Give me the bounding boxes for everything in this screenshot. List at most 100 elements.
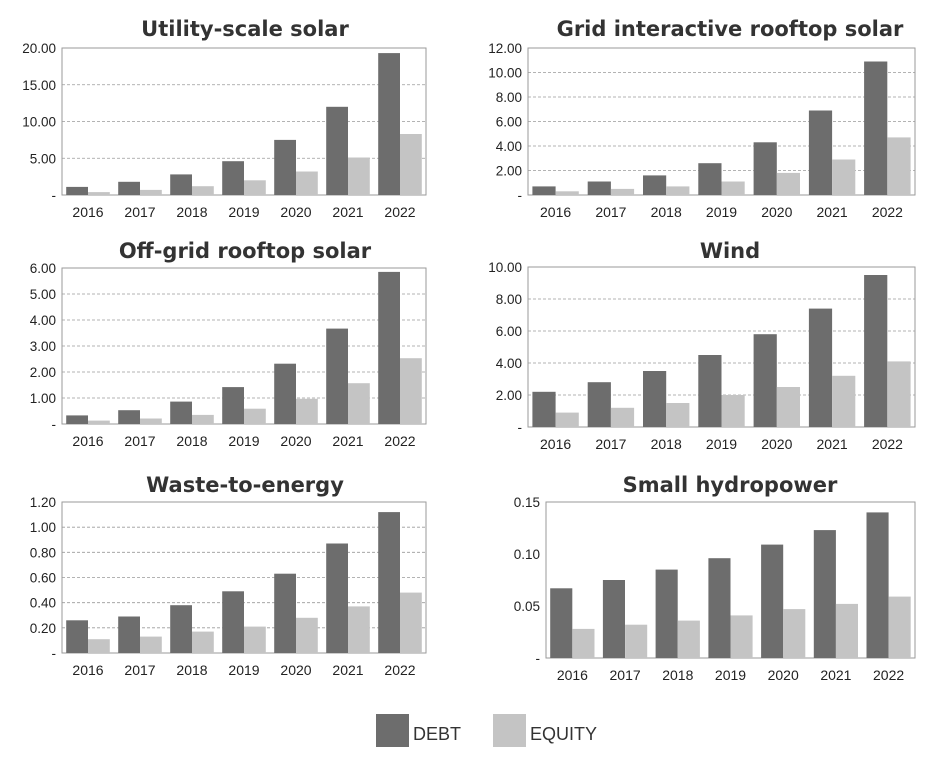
chart-title: Small hydropower — [623, 473, 838, 497]
y-tick-label: 10.00 — [488, 66, 522, 81]
bar-equity-2016 — [555, 412, 579, 427]
y-tick-label: 0.80 — [30, 545, 56, 560]
y-tick-label: 4.00 — [496, 139, 522, 154]
x-tick-label: 2019 — [715, 667, 746, 683]
bar-debt-2021 — [808, 308, 833, 427]
chart-title: Utility-scale solar — [141, 17, 349, 41]
x-tick-label: 2022 — [384, 433, 415, 449]
y-tick-label: 6.00 — [496, 324, 522, 339]
bar-equity-2016 — [88, 420, 110, 424]
bar-equity-2016 — [88, 192, 110, 195]
x-tick-label: 2016 — [72, 662, 103, 678]
legend: DEBT EQUITY — [376, 714, 597, 747]
bar-equity-2017 — [140, 636, 162, 653]
bar-debt-2022 — [378, 271, 400, 424]
bar-equity-2022 — [887, 137, 911, 195]
x-tick-label: 2021 — [332, 662, 363, 678]
bar-debt-2022 — [378, 53, 400, 195]
bar-equity-2019 — [721, 395, 745, 427]
bar-debt-2017 — [118, 181, 140, 195]
bar-equity-2022 — [887, 361, 911, 427]
chart-panel-6: Small hydropower - 0.05 0.10 0.15 2016 2017 201… — [514, 473, 916, 683]
x-tick-label: 2022 — [384, 204, 415, 220]
bar-equity-2022 — [400, 358, 422, 424]
x-tick-label: 2017 — [124, 433, 155, 449]
x-tick-label: 2021 — [332, 433, 363, 449]
chart-panels: Utility-scale solar - 5.00 10.00 15.00 20.00 2… — [22, 17, 916, 683]
bar-debt-2019 — [222, 591, 244, 653]
y-tick-label: - — [52, 188, 57, 203]
chart-title: Wind — [700, 239, 760, 263]
chart-panel-1: Utility-scale solar - 5.00 10.00 15.00 20.00 2… — [22, 17, 427, 220]
bar-equity-2018 — [192, 186, 214, 195]
bar-equity-2017 — [610, 188, 635, 195]
bar-equity-2021 — [348, 157, 370, 195]
x-tick-label: 2018 — [662, 667, 693, 683]
bar-debt-2019 — [698, 355, 722, 427]
bar-equity-2021 — [348, 383, 370, 424]
y-tick-label: 5.00 — [30, 287, 56, 302]
bar-equity-2019 — [730, 615, 753, 658]
legend-swatch-equity — [493, 714, 526, 747]
x-tick-label: 2020 — [280, 433, 311, 449]
bar-equity-2022 — [888, 596, 911, 658]
x-tick-label: 2016 — [540, 204, 571, 220]
bar-debt-2022 — [864, 275, 888, 427]
x-tick-label: 2022 — [873, 667, 904, 683]
x-tick-label: 2021 — [332, 204, 363, 220]
x-tick-label: 2017 — [595, 204, 626, 220]
bar-equity-2022 — [400, 592, 422, 653]
x-tick-label: 2021 — [817, 204, 848, 220]
bar-equity-2021 — [835, 603, 858, 658]
y-tick-label: 8.00 — [496, 292, 522, 307]
y-tick-label: 2.00 — [30, 365, 56, 380]
x-tick-label: 2021 — [817, 436, 848, 452]
bar-equity-2017 — [610, 407, 635, 427]
x-tick-label: 2020 — [761, 436, 792, 452]
y-tick-label: 0.10 — [514, 547, 540, 562]
y-tick-label: - — [518, 420, 523, 435]
bar-debt-2021 — [326, 543, 348, 653]
x-tick-label: 2022 — [872, 204, 903, 220]
y-tick-label: 2.00 — [496, 388, 522, 403]
bar-equity-2016 — [555, 191, 579, 195]
chart-title: Grid interactive rooftop solar — [557, 17, 904, 41]
bar-equity-2020 — [776, 387, 800, 427]
x-tick-label: 2018 — [176, 204, 207, 220]
bar-debt-2018 — [643, 175, 667, 195]
bar-equity-2020 — [296, 617, 318, 653]
x-tick-label: 2020 — [761, 204, 792, 220]
y-tick-label: 5.00 — [30, 151, 56, 166]
y-tick-label: 8.00 — [496, 90, 522, 105]
y-tick-label: 15.00 — [22, 78, 56, 93]
chart-panel-4: Wind - 2.00 4.00 6.00 8.00 10.00 2016 2017 2018 20… — [488, 239, 916, 452]
bar-equity-2019 — [244, 626, 266, 653]
bar-debt-2019 — [222, 387, 244, 424]
bar-debt-2021 — [808, 110, 833, 195]
x-tick-label: 2016 — [72, 204, 103, 220]
bar-equity-2019 — [244, 180, 266, 195]
bar-debt-2020 — [753, 334, 777, 427]
x-tick-label: 2018 — [651, 436, 682, 452]
bar-debt-2017 — [118, 410, 140, 424]
x-tick-label: 2016 — [557, 667, 588, 683]
y-tick-label: 4.00 — [496, 356, 522, 371]
x-tick-label: 2019 — [228, 662, 259, 678]
bar-debt-2016 — [532, 186, 556, 195]
bar-debt-2018 — [655, 569, 678, 658]
x-tick-label: 2019 — [706, 436, 737, 452]
bar-equity-2019 — [721, 181, 745, 195]
bar-debt-2016 — [66, 186, 88, 195]
bar-debt-2020 — [753, 142, 777, 195]
bar-equity-2017 — [140, 189, 162, 195]
x-tick-label: 2016 — [540, 436, 571, 452]
y-tick-label: - — [518, 188, 523, 203]
y-tick-label: - — [52, 646, 57, 661]
bar-equity-2021 — [832, 375, 856, 427]
bar-debt-2022 — [378, 512, 400, 653]
bar-equity-2021 — [348, 606, 370, 653]
bar-equity-2017 — [625, 624, 648, 658]
x-tick-label: 2022 — [384, 662, 415, 678]
y-tick-label: 3.00 — [30, 339, 56, 354]
bar-equity-2018 — [192, 631, 214, 653]
